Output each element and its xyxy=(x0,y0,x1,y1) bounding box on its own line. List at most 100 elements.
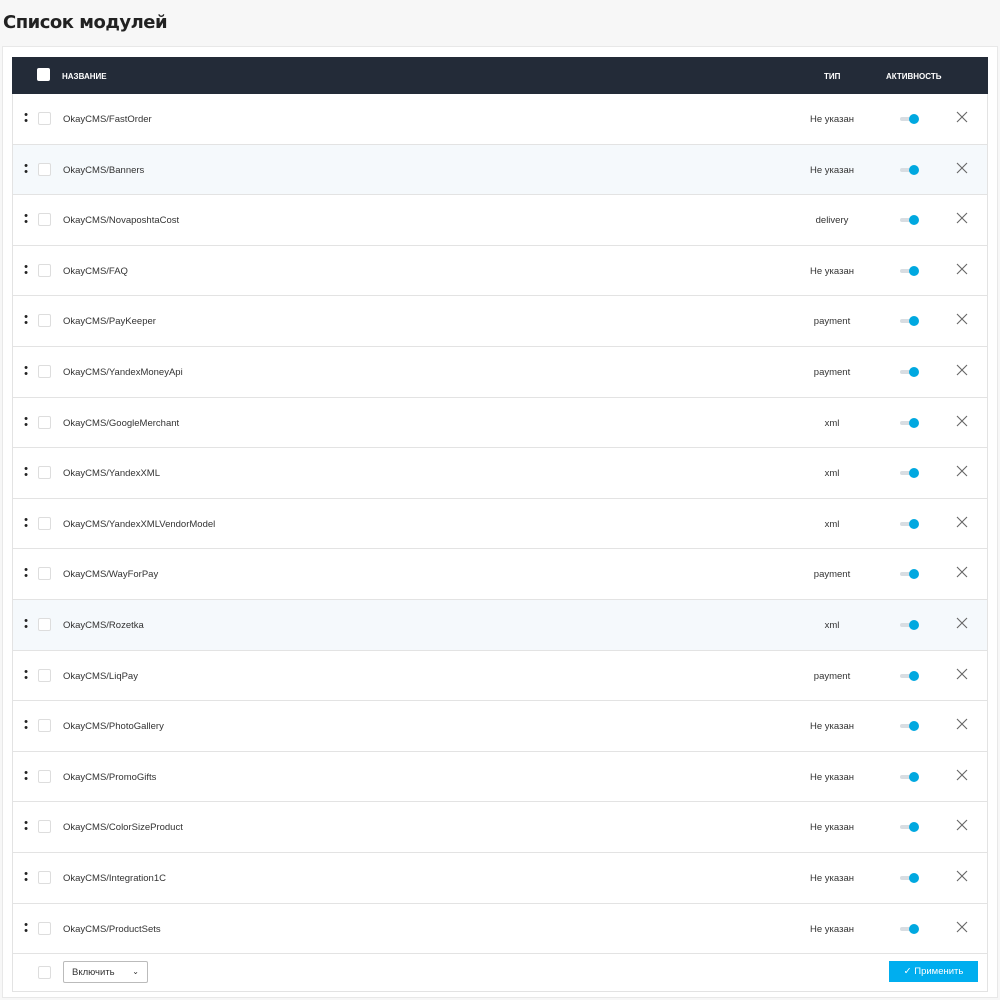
active-toggle[interactable] xyxy=(900,417,920,428)
active-toggle[interactable] xyxy=(900,265,920,276)
drag-handle-icon[interactable]: • • xyxy=(24,109,28,127)
module-name[interactable]: OkayCMS/PayKeeper xyxy=(63,316,156,328)
active-toggle[interactable] xyxy=(900,721,920,732)
row-checkbox[interactable] xyxy=(38,668,51,682)
close-icon[interactable] xyxy=(956,617,968,629)
row-checkbox[interactable] xyxy=(38,870,51,884)
module-name[interactable]: OkayCMS/Banners xyxy=(63,164,145,176)
row-checkbox[interactable] xyxy=(38,516,51,530)
close-icon[interactable] xyxy=(956,668,968,680)
table-row: • • OkayCMS/PromoGifts Не указан xyxy=(12,751,988,803)
footer-select-all-checkbox[interactable] xyxy=(38,966,51,980)
close-icon[interactable] xyxy=(956,111,968,123)
row-checkbox[interactable] xyxy=(38,921,51,935)
active-toggle[interactable] xyxy=(900,215,920,226)
module-type: payment xyxy=(813,670,851,682)
table-row: • • OkayCMS/FastOrder Не указан xyxy=(12,94,988,145)
active-toggle[interactable] xyxy=(900,366,920,377)
row-checkbox[interactable] xyxy=(38,415,51,429)
drag-handle-icon[interactable]: • • xyxy=(24,260,28,279)
drag-handle-icon[interactable]: • • xyxy=(24,614,28,633)
drag-handle-icon[interactable]: • • xyxy=(24,513,28,532)
drag-handle-icon[interactable]: • • xyxy=(24,564,28,583)
select-all-checkbox[interactable] xyxy=(37,68,50,81)
row-checkbox[interactable] xyxy=(38,719,51,733)
drag-handle-icon[interactable]: • • xyxy=(24,716,28,735)
module-name[interactable]: OkayCMS/Integration1C xyxy=(63,872,166,884)
module-name[interactable]: OkayCMS/WayForPay xyxy=(63,569,159,581)
close-icon[interactable] xyxy=(956,566,968,578)
close-icon[interactable] xyxy=(956,415,968,427)
drag-handle-icon[interactable]: • • xyxy=(24,766,28,785)
header-name[interactable]: НАЗВАНИЕ xyxy=(62,72,107,81)
table-row: • • OkayCMS/WayForPay payment xyxy=(12,549,988,600)
close-icon[interactable] xyxy=(956,516,968,528)
close-icon[interactable] xyxy=(956,212,968,224)
drag-handle-icon[interactable]: • • xyxy=(24,867,28,886)
module-name[interactable]: OkayCMS/LiqPay xyxy=(63,670,138,682)
row-checkbox[interactable] xyxy=(38,263,51,277)
row-checkbox[interactable] xyxy=(38,364,51,378)
drag-handle-icon[interactable]: • • xyxy=(24,210,28,229)
close-icon[interactable] xyxy=(956,364,968,376)
active-toggle[interactable] xyxy=(900,923,920,934)
row-checkbox[interactable] xyxy=(38,112,51,125)
close-icon[interactable] xyxy=(956,162,968,174)
active-toggle[interactable] xyxy=(900,822,920,833)
drag-handle-icon[interactable]: • • xyxy=(24,412,28,431)
row-checkbox[interactable] xyxy=(38,820,51,834)
row-checkbox[interactable] xyxy=(38,617,51,631)
row-checkbox[interactable] xyxy=(38,769,51,783)
header-type[interactable]: ТИП xyxy=(824,72,841,81)
active-toggle[interactable] xyxy=(900,518,920,529)
close-icon[interactable] xyxy=(956,921,968,933)
close-icon[interactable] xyxy=(956,819,968,831)
drag-handle-icon[interactable]: • • xyxy=(24,361,28,380)
module-name[interactable]: OkayCMS/FAQ xyxy=(63,265,128,277)
row-checkbox[interactable] xyxy=(38,466,51,480)
module-name[interactable]: OkayCMS/Rozetka xyxy=(63,619,144,631)
close-icon[interactable] xyxy=(956,769,968,781)
active-toggle[interactable] xyxy=(900,468,920,479)
module-name[interactable]: OkayCMS/PhotoGallery xyxy=(63,721,164,733)
active-toggle[interactable] xyxy=(900,164,920,175)
module-name[interactable]: OkayCMS/PromoGifts xyxy=(63,771,157,783)
row-checkbox[interactable] xyxy=(38,567,51,581)
table-footer: Включить ⌄ ✓ Применить xyxy=(12,954,988,993)
module-name[interactable]: OkayCMS/GoogleMerchant xyxy=(63,417,180,429)
active-toggle[interactable] xyxy=(900,569,920,580)
table-row: • • OkayCMS/YandexXML xml xyxy=(12,448,988,499)
module-name[interactable]: OkayCMS/YandexXML xyxy=(63,468,160,480)
header-active[interactable]: АКТИВНОСТЬ xyxy=(886,72,942,81)
module-type: xml xyxy=(824,468,840,480)
module-name[interactable]: OkayCMS/YandexMoneyApi xyxy=(63,366,183,378)
close-icon[interactable] xyxy=(956,313,968,325)
drag-handle-icon[interactable]: • • xyxy=(24,311,28,330)
action-select[interactable]: Включить ⌄ xyxy=(63,961,148,984)
close-icon[interactable] xyxy=(956,718,968,730)
close-icon[interactable] xyxy=(956,263,968,275)
row-checkbox[interactable] xyxy=(38,162,51,176)
close-icon[interactable] xyxy=(956,465,968,477)
close-icon[interactable] xyxy=(956,870,968,882)
module-type: payment xyxy=(813,569,851,581)
module-name[interactable]: OkayCMS/YandexXMLVendorModel xyxy=(63,518,216,530)
active-toggle[interactable] xyxy=(900,619,920,630)
module-name[interactable]: OkayCMS/NovaposhtaCost xyxy=(63,215,180,227)
drag-handle-icon[interactable]: • • xyxy=(24,817,28,836)
active-toggle[interactable] xyxy=(900,771,920,782)
module-name[interactable]: OkayCMS/ColorSizeProduct xyxy=(63,822,183,834)
drag-handle-icon[interactable]: • • xyxy=(24,665,28,684)
drag-handle-icon[interactable]: • • xyxy=(24,463,28,482)
active-toggle[interactable] xyxy=(900,316,920,327)
active-toggle[interactable] xyxy=(900,114,920,124)
drag-handle-icon[interactable]: • • xyxy=(24,159,28,178)
module-name[interactable]: OkayCMS/FastOrder xyxy=(63,114,152,125)
drag-handle-icon[interactable]: • • xyxy=(24,918,28,937)
row-checkbox[interactable] xyxy=(38,314,51,328)
active-toggle[interactable] xyxy=(900,670,920,681)
apply-button[interactable]: ✓ Применить xyxy=(889,961,978,983)
row-checkbox[interactable] xyxy=(38,213,51,227)
module-name[interactable]: OkayCMS/ProductSets xyxy=(63,923,161,935)
active-toggle[interactable] xyxy=(900,872,920,883)
